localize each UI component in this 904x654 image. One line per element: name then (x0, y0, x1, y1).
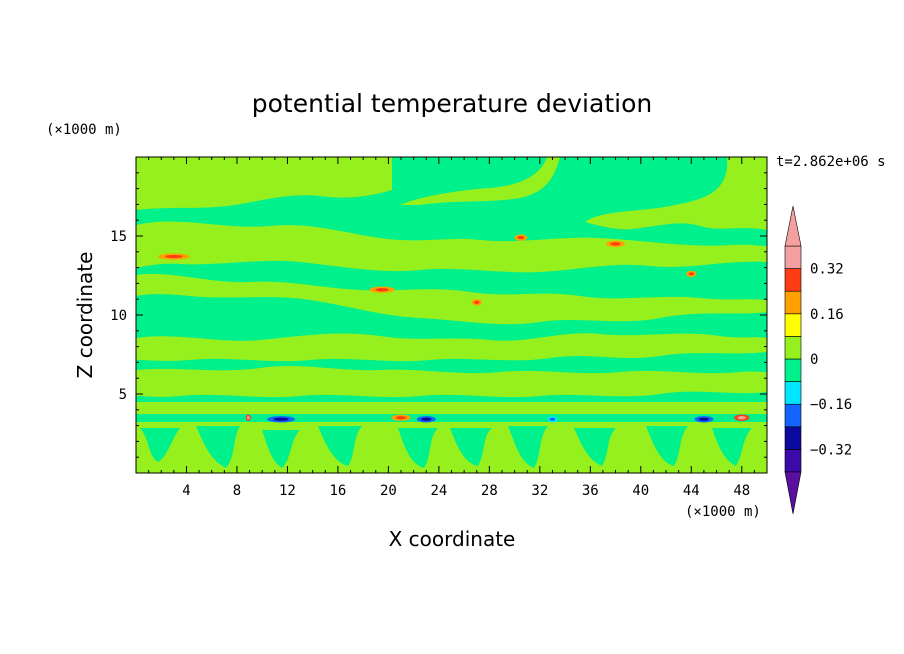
contour-field (136, 157, 767, 473)
x-tick-label: 16 (329, 483, 346, 499)
x-tick-label: 40 (632, 483, 649, 499)
x-tick-label: 8 (233, 483, 241, 499)
colorbar-segment (784, 313, 802, 337)
x-axis-label: X coordinate (389, 527, 516, 551)
band-positive-top-right (400, 157, 560, 205)
colorbar-segment (784, 403, 802, 428)
band-positive-row-12 (136, 273, 767, 325)
band-positive-top-right-2 (585, 157, 767, 230)
anomaly-core (610, 242, 621, 246)
lower-zero-patch-2 (196, 426, 240, 468)
x-axis-ticks: 4 8 12 16 20 24 28 32 36 40 44 48 (148, 157, 755, 499)
x-tick-label: 48 (733, 483, 750, 499)
colorbar-segment (784, 290, 802, 315)
y-axis-label: Z coordinate (73, 252, 97, 379)
colorbar-segment (784, 358, 802, 382)
colorbar: 0.32 0.16 0 −0.16 −0.32 (784, 205, 852, 515)
colorbar-segment (784, 449, 802, 473)
lower-zero-patch-10 (712, 428, 752, 466)
colorbar-segment (784, 245, 802, 269)
y-axis-ticks: 5 10 15 (110, 172, 767, 458)
lower-zero-patch-9 (646, 426, 688, 466)
anomaly-core (246, 416, 250, 420)
colorbar-segment (784, 381, 802, 405)
lower-zero-patch-8 (574, 428, 616, 466)
y-unit-label: (×1000 m) (46, 122, 122, 138)
chart-title: potential temperature deviation (252, 89, 652, 118)
x-tick-label: 4 (182, 483, 190, 499)
x-tick-label: 32 (531, 483, 548, 499)
anomaly-core (549, 417, 556, 421)
colorbar-tick-label: −0.32 (810, 442, 852, 458)
y-tick-label: 10 (110, 308, 127, 324)
colorbar-top-arrow (784, 205, 802, 247)
anomaly-features (158, 234, 750, 423)
colorbar-tick-label: 0.16 (810, 307, 844, 323)
anomaly-core (165, 254, 183, 259)
anomaly-core (517, 235, 525, 240)
anomaly-core (375, 288, 390, 292)
x-tick-label: 36 (582, 483, 599, 499)
x-unit-label: (×1000 m) (685, 504, 761, 520)
colorbar-tick-label: 0.32 (810, 262, 844, 278)
colorbar-segment (784, 336, 802, 360)
colorbar-tick-label: 0 (810, 352, 818, 368)
y-tick-label: 5 (119, 387, 127, 403)
anomaly-core (421, 417, 432, 421)
x-tick-label: 24 (430, 483, 447, 499)
band-positive-row-15 (136, 221, 767, 273)
anomaly-core (395, 416, 407, 420)
x-tick-label: 12 (279, 483, 296, 499)
x-tick-label: 44 (683, 483, 700, 499)
anomaly-core (273, 417, 289, 421)
colorbar-segment (784, 426, 802, 450)
band-positive-row-8 (136, 333, 767, 362)
y-tick-label: 15 (110, 229, 127, 245)
lower-zero-patch-4 (318, 426, 362, 466)
x-tick-label: 20 (380, 483, 397, 499)
x-tick-label: 28 (481, 483, 498, 499)
anomaly-core (737, 416, 746, 420)
colorbar-segment (784, 268, 802, 292)
time-label: t=2.862e+06 s (776, 154, 886, 170)
lower-zero-patch-6 (450, 428, 492, 466)
colorbar-bottom-arrow (784, 471, 802, 515)
lower-zero-patch-5 (398, 428, 438, 468)
lower-zero-patch-7 (508, 426, 548, 468)
band-positive-row-6 (136, 366, 767, 398)
band-positive-top-left (136, 157, 392, 210)
anomaly-core (688, 272, 695, 276)
lower-zero-patch-3 (262, 430, 300, 468)
colorbar-tick-label: −0.16 (810, 397, 852, 413)
band-positive-row-4 (136, 402, 767, 414)
lower-zero-patch-1 (140, 428, 180, 462)
anomaly-core (473, 300, 480, 304)
anomaly-core (698, 417, 710, 421)
